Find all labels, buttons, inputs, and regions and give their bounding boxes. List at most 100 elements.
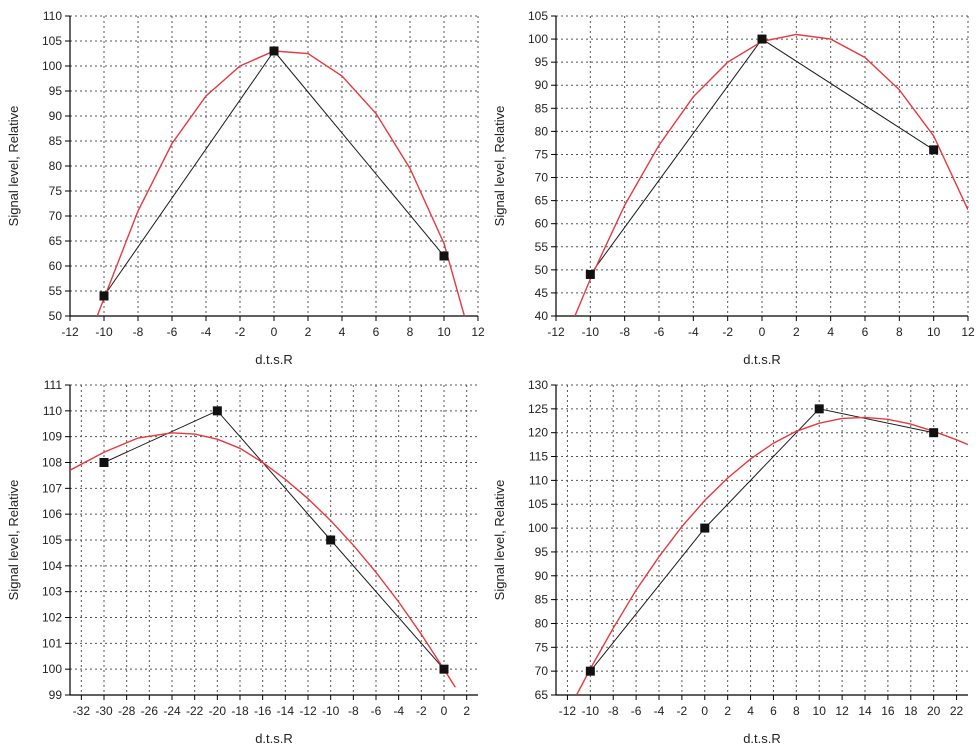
- y-tick-label: 90: [535, 78, 549, 92]
- x-tick-label: -6: [371, 704, 382, 718]
- data-point-marker: [700, 523, 710, 533]
- x-tick-label: -28: [118, 704, 136, 718]
- y-tick-label: 45: [535, 286, 549, 300]
- x-tick-label: -10: [322, 704, 340, 718]
- x-tick-label: 20: [927, 704, 941, 718]
- y-tick-label: 100: [528, 32, 548, 46]
- x-tick-label: -4: [688, 325, 699, 339]
- y-tick-label: 50: [535, 263, 549, 277]
- x-axis-title: d.t.s.R: [255, 731, 293, 746]
- chart-panel-bottom-left: -32 -30 -28 -26 -24 -22 -20 -18 -16 -14 -12 -10 -8 -6…: [6, 378, 478, 746]
- plot-area: [70, 410, 456, 688]
- y-tick-label: 120: [528, 426, 548, 440]
- y-tick-label: 101: [42, 636, 62, 650]
- x-tick-label: -12: [559, 704, 577, 718]
- x-tick-label: 2: [724, 704, 731, 718]
- x-tick-label: -18: [231, 704, 249, 718]
- x-tick-label: -32: [73, 704, 91, 718]
- y-tick-label: 90: [49, 109, 63, 123]
- x-tick-label: 10: [813, 704, 827, 718]
- y-tick-label: 75: [535, 640, 549, 654]
- y-tick-label: 130: [528, 378, 548, 392]
- y-tick-label: 103: [42, 585, 62, 599]
- y-tick-label: 75: [49, 184, 63, 198]
- chart-panel-bottom-right: -12 -10 -8 -6 -4 -2 0 2 4 6 8 10 12 14 16 18 20 22 65 70 75 8…: [492, 378, 968, 746]
- y-axis-title: Signal level, Relative: [492, 106, 507, 227]
- x-axis-title: d.t.s.R: [743, 731, 781, 746]
- x-tick-label: -10: [95, 325, 113, 339]
- data-point-marker: [269, 46, 279, 56]
- y-tick-label: 100: [42, 662, 62, 676]
- y-tick-label: 55: [49, 284, 63, 298]
- measured-line: [589, 408, 934, 672]
- x-tick-label: -10: [582, 704, 600, 718]
- y-tick-label: 70: [49, 209, 63, 223]
- x-tick-label: -6: [654, 325, 665, 339]
- x-tick-label: 12: [471, 325, 485, 339]
- x-tick-label: 6: [770, 704, 777, 718]
- x-axis-title: d.t.s.R: [743, 352, 781, 367]
- x-tick-label: 18: [904, 704, 918, 718]
- chart-panel-top-right: -12 -10 -8 -6 -4 -2 0 2 4 6 8 10 12 40 45 50 55 60 65 70 75 8…: [492, 9, 975, 367]
- x-tick-label: 6: [373, 325, 380, 339]
- y-tick-label: 99: [49, 688, 63, 702]
- x-tick-label: -6: [167, 325, 178, 339]
- x-tick-label: 16: [881, 704, 895, 718]
- y-tick-label: 125: [528, 402, 548, 416]
- x-tick-label: -4: [393, 704, 404, 718]
- x-tick-label: 0: [759, 325, 766, 339]
- x-tick-label: 22: [950, 704, 964, 718]
- x-tick-label: -8: [348, 704, 359, 718]
- data-point-marker: [929, 145, 939, 155]
- data-point-marker: [439, 664, 449, 674]
- x-tick-label: -14: [277, 704, 295, 718]
- x-tick-label: -8: [619, 325, 630, 339]
- y-tick-label: 80: [535, 124, 549, 138]
- x-tick-label: -2: [416, 704, 427, 718]
- fit-curve: [70, 432, 456, 688]
- data-point-marker: [99, 291, 109, 301]
- x-tick-label: 6: [862, 325, 869, 339]
- y-tick-label: 105: [528, 497, 548, 511]
- y-tick-label: 105: [42, 34, 62, 48]
- y-tick-label: 75: [535, 147, 549, 161]
- x-tick-label: -10: [582, 325, 600, 339]
- x-tick-label: -4: [201, 325, 212, 339]
- x-tick-label: 10: [927, 325, 941, 339]
- y-tick-label: 50: [49, 309, 63, 323]
- data-point-marker: [585, 666, 595, 676]
- y-tick-label: 95: [49, 84, 63, 98]
- y-tick-label: 105: [528, 9, 548, 23]
- x-tick-label: -6: [631, 704, 642, 718]
- y-tick-label: 65: [535, 194, 549, 208]
- x-tick-label: -2: [235, 325, 246, 339]
- y-axis-title: Signal level, Relative: [6, 480, 21, 601]
- data-point-marker: [99, 458, 109, 467]
- x-tick-label: -8: [133, 325, 144, 339]
- y-tick-label: 80: [49, 159, 63, 173]
- y-tick-label: 85: [535, 101, 549, 115]
- y-tick-label: 80: [535, 616, 549, 630]
- y-tick-label: 60: [535, 217, 549, 231]
- fit-curve: [575, 416, 968, 695]
- y-tick-label: 65: [535, 688, 549, 702]
- y-tick-label: 104: [42, 559, 62, 573]
- plot-area: [574, 33, 968, 316]
- x-tick-label: 2: [305, 325, 312, 339]
- y-tick-label: 85: [535, 593, 549, 607]
- x-tick-label: 8: [407, 325, 414, 339]
- y-tick-label: 110: [43, 9, 62, 23]
- x-axis-title: d.t.s.R: [255, 352, 293, 367]
- x-tick-label: 0: [271, 325, 278, 339]
- x-tick-label: 0: [701, 704, 708, 718]
- y-axis-title: Signal level, Relative: [492, 480, 507, 601]
- y-tick-label: 109: [42, 430, 62, 444]
- y-tick-label: 70: [535, 664, 549, 678]
- x-tick-label: 0: [441, 704, 448, 718]
- x-tick-label: -2: [677, 704, 688, 718]
- x-tick-label: 14: [858, 704, 872, 718]
- x-tick-label: -20: [209, 704, 227, 718]
- x-tick-label: -8: [608, 704, 619, 718]
- data-point-marker: [757, 34, 767, 44]
- y-axis-title: Signal level, Relative: [6, 106, 21, 227]
